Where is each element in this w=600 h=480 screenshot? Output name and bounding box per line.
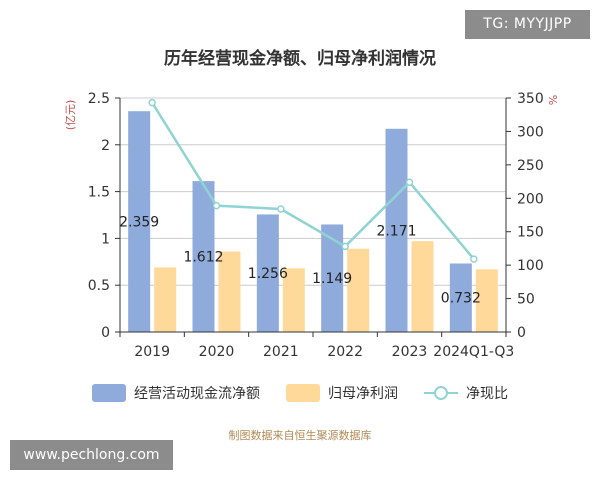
y-left-tick-label: 1.5	[88, 185, 110, 201]
y-right-tick-label: 0	[517, 325, 526, 341]
data-label-cashflow: 1.612	[183, 250, 223, 266]
y-left-unit-label: (亿元)	[64, 100, 77, 131]
y-left-tick-label: 0.5	[88, 278, 110, 294]
data-label-cashflow: 0.732	[441, 291, 481, 307]
y-right-tick-label: 350	[517, 91, 544, 107]
legend-label-cashflow: 经营活动现金流净额	[134, 386, 260, 402]
data-label-cashflow: 1.256	[248, 266, 288, 282]
bar-net-profit	[475, 269, 498, 332]
x-tick-label: 2019	[134, 344, 170, 360]
line-cash-ratio	[151, 102, 475, 260]
legend-swatch-cashflow	[92, 384, 126, 402]
bar-cashflow	[192, 181, 215, 332]
legend-swatch-net-profit	[286, 384, 320, 402]
legend-swatch-cash-ratio	[424, 384, 458, 402]
bar-net-profit	[154, 267, 177, 332]
legend-item-net-profit[interactable]: 归母净利润	[286, 383, 398, 403]
bar-net-profit	[282, 268, 305, 332]
legend-label-cash-ratio: 净现比	[466, 386, 508, 402]
y-left-tick-label: 0	[101, 325, 110, 341]
y-right-tick-label: 250	[517, 158, 544, 174]
y-right-tick-label: 200	[517, 191, 544, 207]
watermark-bottom: www.pechlong.com	[10, 440, 173, 470]
x-tick-label: 2020	[199, 344, 235, 360]
x-tick-label: 2024Q1-Q3	[433, 344, 514, 360]
bar-cashflow	[385, 128, 408, 332]
chart-canvas: 0 0.5 1 1.5 2 2.5 0 50 100 150 200 250 300 350 (亿元) % 2.…	[64, 91, 560, 360]
x-tick-label: 2022	[327, 344, 363, 360]
y-right-tick-label: 300	[517, 124, 544, 140]
data-label-cashflow: 2.359	[119, 215, 159, 231]
y-right-unit-label: %	[547, 95, 560, 105]
bar-net-profit	[411, 241, 434, 332]
watermark-top: TG: MYYJJPP	[465, 10, 590, 39]
point-cash-ratio	[212, 201, 221, 210]
point-cash-ratio	[277, 205, 285, 213]
source-note: 制图数据来自恒生聚源数据库	[228, 429, 372, 442]
legend-item-cashflow[interactable]: 经营活动现金流净额	[92, 383, 260, 403]
chart-legend: 经营活动现金流净额 归母净利润 净现比	[0, 383, 600, 403]
y-right-tick-label: 50	[517, 292, 535, 308]
y-left-tick-label: 2.5	[88, 91, 110, 107]
point-cash-ratio	[341, 242, 349, 251]
x-tick-label: 2021	[263, 344, 299, 360]
bar-cashflow	[128, 111, 151, 332]
data-label-cashflow: 1.149	[312, 271, 352, 287]
y-right-tick-label: 150	[517, 225, 544, 241]
y-left-tick-label: 2	[101, 138, 110, 154]
legend-label-net-profit: 归母净利润	[328, 386, 398, 402]
bar-net-profit	[218, 251, 241, 332]
bar-cashflow	[449, 263, 472, 332]
bar-cashflow	[256, 214, 279, 332]
bar-net-profit	[347, 248, 370, 332]
chart-title: 历年经营现金净额、归母净利润情况	[164, 49, 436, 69]
bar-cashflow	[321, 224, 344, 332]
legend-item-cash-ratio[interactable]: 净现比	[424, 383, 508, 403]
point-cash-ratio	[470, 255, 478, 263]
y-right-tick-label: 100	[517, 258, 544, 274]
point-cash-ratio	[148, 98, 156, 107]
point-cash-ratio	[405, 178, 414, 186]
data-label-cashflow: 2.171	[376, 223, 416, 239]
x-tick-label: 2023	[392, 344, 428, 360]
y-left-tick-label: 1	[101, 231, 110, 247]
